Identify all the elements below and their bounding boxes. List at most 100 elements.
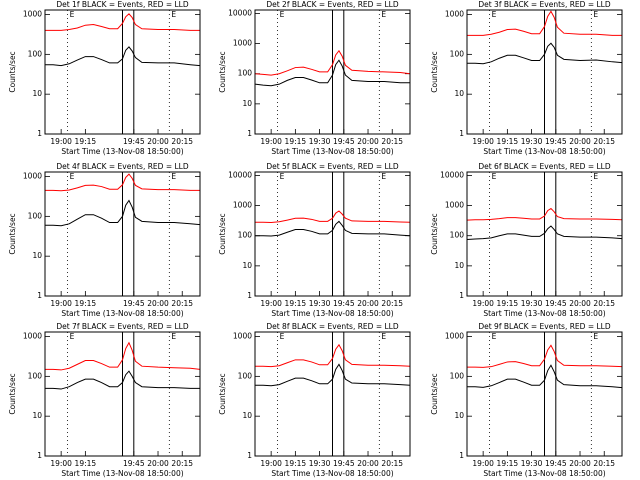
x-tick-label: 20:00 [569,137,591,146]
chart-title: Det 9f BLACK = Events, RED = LLD [478,322,611,331]
y-tick-label: 1 [37,451,42,460]
y-tick-label: 10000 [228,170,252,179]
annotation: E [70,332,75,341]
x-tick-label: 19:15 [75,459,97,468]
series-line [45,173,200,192]
x-tick-label: 19:45 [545,137,567,146]
x-tick-label: 20:00 [357,137,379,146]
x-tick-label: 20:00 [569,299,591,308]
y-axis-label: Counts/sec [8,213,17,254]
x-tick-label: 20:15 [593,299,615,308]
x-tick-label: 20:15 [171,137,193,146]
y-tick-label: 1 [247,451,252,460]
y-tick-label: 100 [450,231,465,240]
y-tick-label: 1000 [233,332,252,341]
x-tick-label: 19:45 [333,459,355,468]
plot-frame [44,171,201,297]
x-tick-label: 20:15 [593,459,615,468]
annotation: E [593,172,598,181]
annotation: E [593,332,598,341]
plot-frame [466,171,623,297]
y-tick-label: 10000 [440,170,464,179]
series-line [467,344,623,368]
x-tick-label: 19:15 [497,459,519,468]
series-line [467,364,623,389]
annotation: E [381,172,386,181]
plot-frame [44,9,201,135]
x-tick-label: 20:15 [381,137,403,146]
x-tick-label: 19:00 [50,459,72,468]
x-tick-label: 19:00 [50,137,72,146]
plot-frame [44,331,201,457]
y-tick-label: 100 [238,371,253,380]
y-tick-label: 1000 [23,332,42,341]
chart-title: Det 3f BLACK = Events, RED = LLD [478,0,611,9]
series-line [255,220,411,237]
x-tick-label: 19:00 [260,459,282,468]
x-tick-label: 20:15 [593,137,615,146]
x-axis-label: Start Time (13-Nov-08 18:50:00) [483,147,605,156]
annotation: E [280,172,285,181]
x-tick-label: 19:15 [497,299,519,308]
x-tick-label: 19:00 [260,299,282,308]
series-line [254,49,411,76]
x-tick-label: 19:45 [333,299,355,308]
x-tick-label: 19:15 [497,137,519,146]
annotation: E [280,332,285,341]
x-tick-label: 20:00 [147,137,169,146]
annotation: E [492,172,497,181]
annotation: E [70,10,75,19]
y-tick-label: 10 [242,411,252,420]
y-tick-label: 10 [32,251,42,260]
y-axis-label: Counts/sec [218,373,227,414]
x-axis-label: Start Time (13-Nov-08 18:50:00) [271,309,393,318]
series-line [255,343,411,368]
y-tick-label: 100 [238,69,253,78]
x-tick-label: 19:15 [75,137,97,146]
chart-title: Det 8f BLACK = Events, RED = LLD [266,322,399,331]
y-tick-label: 100 [450,49,465,58]
x-tick-label: 20:00 [569,459,591,468]
plot-frame [254,331,411,457]
y-axis-label: Counts/sec [8,373,17,414]
y-tick-label: 100 [450,371,465,380]
y-tick-label: 10 [454,261,464,270]
x-tick-label: 19:45 [545,299,567,308]
x-tick-label: 19:45 [545,459,567,468]
y-tick-label: 1000 [233,39,252,48]
x-tick-label: 20:15 [171,299,193,308]
series-line [45,199,201,227]
y-tick-label: 1000 [23,10,42,19]
x-axis-label: Start Time (13-Nov-08 18:50:00) [61,147,183,156]
x-tick-label: 19:45 [123,137,145,146]
x-tick-label: 19:30 [521,299,543,308]
x-tick-label: 20:15 [381,299,403,308]
y-tick-label: 1 [247,291,252,300]
x-tick-label: 19:30 [309,299,331,308]
series-line [254,59,410,87]
x-tick-label: 20:00 [147,459,169,468]
y-axis-label: Counts/sec [430,51,439,92]
annotation: E [171,172,176,181]
series-line [466,225,623,240]
x-tick-label: 19:00 [50,299,72,308]
y-tick-label: 1 [247,129,252,138]
plot-frame [466,331,623,457]
x-tick-label: 20:00 [357,299,379,308]
annotation: E [171,332,176,341]
y-tick-label: 10 [32,89,42,98]
series-line [45,13,200,31]
x-tick-label: 20:00 [357,459,379,468]
y-tick-label: 1000 [233,201,252,210]
x-tick-label: 19:00 [260,137,282,146]
series-line [466,207,623,221]
x-tick-label: 19:45 [123,299,145,308]
y-tick-label: 10000 [228,8,252,17]
chart-title: Det 5f BLACK = Events, RED = LLD [266,162,399,171]
x-tick-label: 19:30 [309,459,331,468]
y-tick-label: 1000 [445,332,464,341]
x-tick-label: 20:15 [381,459,403,468]
series-line [467,10,622,36]
annotation: E [70,172,75,181]
